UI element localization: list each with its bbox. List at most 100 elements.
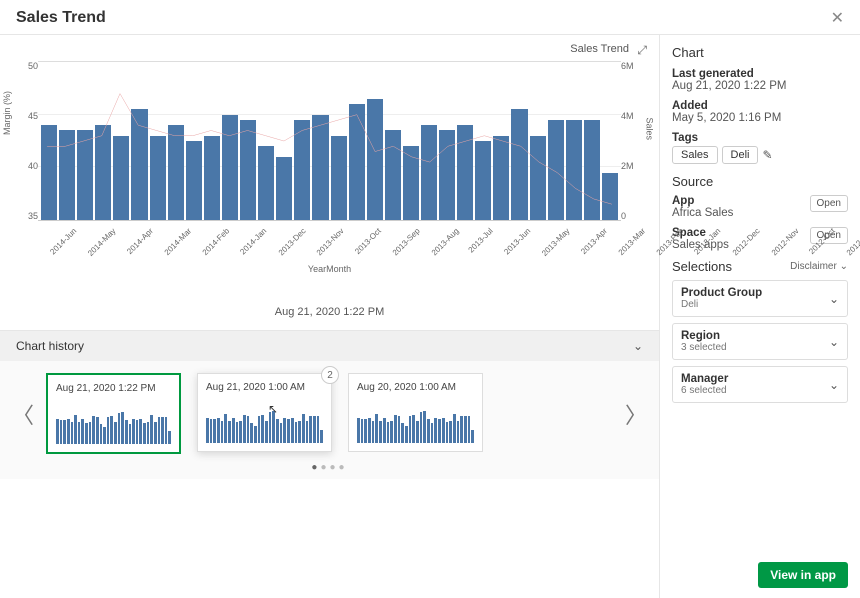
close-icon[interactable]: ✕ [831, 8, 844, 28]
edit-tags-icon[interactable]: ✎ [762, 148, 772, 162]
selection-item[interactable]: Region3 selected⌄ [672, 323, 848, 360]
y-left-tick: 45 [16, 111, 38, 121]
disclaimer-link[interactable]: Disclaimer ⌄ [790, 261, 848, 272]
x-tick: 2013-Oct [353, 225, 384, 256]
bar[interactable] [584, 120, 600, 220]
bar[interactable] [95, 125, 111, 220]
thumbnail-label: Aug 21, 2020 1:22 PM [56, 383, 171, 394]
last-generated-label: Last generated [672, 68, 848, 80]
x-tick: 2014-Jun [48, 225, 79, 256]
bar[interactable] [131, 109, 147, 220]
bar[interactable] [566, 120, 582, 220]
snapshot-timestamp: Aug 21, 2020 1:22 PM [0, 278, 659, 330]
thumbnails: Aug 21, 2020 1:22 PM Aug 21, 2020 1:00 AM… [46, 373, 613, 454]
expand-icon[interactable]: ⤢ [637, 43, 647, 58]
last-generated-value: Aug 21, 2020 1:22 PM [672, 80, 848, 92]
y-right-tick: 0 [621, 211, 643, 221]
bar[interactable] [439, 130, 455, 220]
y-left-label: Margin (%) [2, 91, 12, 135]
bar[interactable] [240, 120, 256, 220]
thumbnail-badge: 2 [321, 366, 339, 384]
x-tick: 2014-Jan [239, 225, 270, 256]
selections-heading: Selections [672, 259, 732, 274]
bar[interactable] [511, 109, 527, 220]
bar[interactable] [204, 136, 220, 220]
side-panel: Chart Last generated Aug 21, 2020 1:22 P… [660, 35, 860, 598]
history-thumbnail[interactable]: Aug 21, 2020 1:22 PM [46, 373, 181, 454]
prev-arrow[interactable]: 〈 [8, 398, 38, 430]
history-title: Chart history [16, 339, 84, 353]
tags-row: SalesDeli✎ [672, 146, 848, 164]
side-heading: Chart [672, 45, 848, 60]
x-tick: 2013-Aug [429, 225, 461, 257]
history-header[interactable]: Chart history ⌄ [0, 331, 659, 361]
bar[interactable] [457, 125, 473, 220]
x-tick: 2014-Apr [125, 225, 156, 256]
x-tick: 2014-May [86, 225, 119, 258]
bar[interactable] [349, 104, 365, 220]
bar[interactable] [548, 120, 564, 220]
bar[interactable] [475, 141, 491, 220]
selection-label: Region [681, 330, 727, 342]
bar[interactable] [258, 146, 274, 220]
x-tick: 2013-Jun [502, 225, 533, 256]
tags-label: Tags [672, 132, 848, 144]
y-axis-left: 50 45 40 35 [16, 61, 38, 221]
bar[interactable] [403, 146, 419, 220]
bar[interactable] [113, 136, 129, 220]
bar[interactable] [312, 115, 328, 220]
selection-label: Product Group [681, 287, 762, 299]
x-tick: 2013-Nov [315, 225, 347, 257]
y-right-tick: 6M [621, 61, 643, 71]
open-app-button[interactable]: Open [810, 195, 848, 212]
chevron-down-icon: ⌄ [829, 292, 839, 306]
bar[interactable] [222, 115, 238, 220]
bar[interactable] [276, 157, 292, 220]
y-right-tick: 4M [621, 111, 643, 121]
app-label: App [672, 195, 733, 207]
selection-sub: Deli [681, 299, 762, 310]
history-thumbnail[interactable]: Aug 21, 2020 1:00 AM2↖ [197, 373, 332, 452]
bar[interactable] [493, 136, 509, 220]
next-arrow[interactable]: 〉 [621, 398, 651, 430]
bar[interactable] [59, 130, 75, 220]
bar[interactable] [41, 125, 57, 220]
y-right-label: Sales [645, 117, 655, 140]
y-left-tick: 35 [16, 211, 38, 221]
selection-label: Manager [681, 373, 728, 385]
added-value: May 5, 2020 1:16 PM [672, 112, 848, 124]
selection-item[interactable]: Product GroupDeli ⌄ [672, 280, 848, 317]
bar[interactable] [186, 141, 202, 220]
added-label: Added [672, 100, 848, 112]
chevron-down-icon: ⌄ [829, 335, 839, 349]
tag[interactable]: Sales [672, 146, 718, 164]
view-in-app-button[interactable]: View in app [758, 562, 848, 588]
pagination-dots[interactable]: ●●●● [0, 458, 659, 479]
x-axis-label: YearMonth [16, 264, 643, 274]
bar[interactable] [421, 125, 437, 220]
selection-item[interactable]: Manager6 selected⌄ [672, 366, 848, 403]
bar[interactable] [530, 136, 546, 220]
app-value: Africa Sales [672, 207, 733, 219]
bar[interactable] [150, 136, 166, 220]
history-thumbnail[interactable]: Aug 20, 2020 1:00 AM [348, 373, 483, 452]
x-tick: 2013-Jul [467, 225, 496, 254]
bar[interactable] [602, 173, 618, 220]
bar[interactable] [168, 125, 184, 220]
bar[interactable] [77, 130, 93, 220]
source-heading: Source [672, 174, 848, 189]
y-right-tick: 2M [621, 161, 643, 171]
history-section: Chart history ⌄ 〈 Aug 21, 2020 1:22 PMAu… [0, 330, 659, 479]
thumbnail-label: Aug 20, 2020 1:00 AM [357, 382, 474, 393]
y-left-tick: 50 [16, 61, 38, 71]
x-tick: 2013-Mar [617, 225, 649, 257]
bar[interactable] [331, 136, 347, 220]
chevron-down-icon: ⌄ [633, 339, 643, 353]
x-tick: 2013-Apr [579, 225, 610, 256]
bar[interactable] [294, 120, 310, 220]
bar[interactable] [385, 130, 401, 220]
bar[interactable] [367, 99, 383, 220]
y-left-tick: 40 [16, 161, 38, 171]
tag[interactable]: Deli [722, 146, 759, 164]
page-title: Sales Trend [16, 9, 106, 27]
